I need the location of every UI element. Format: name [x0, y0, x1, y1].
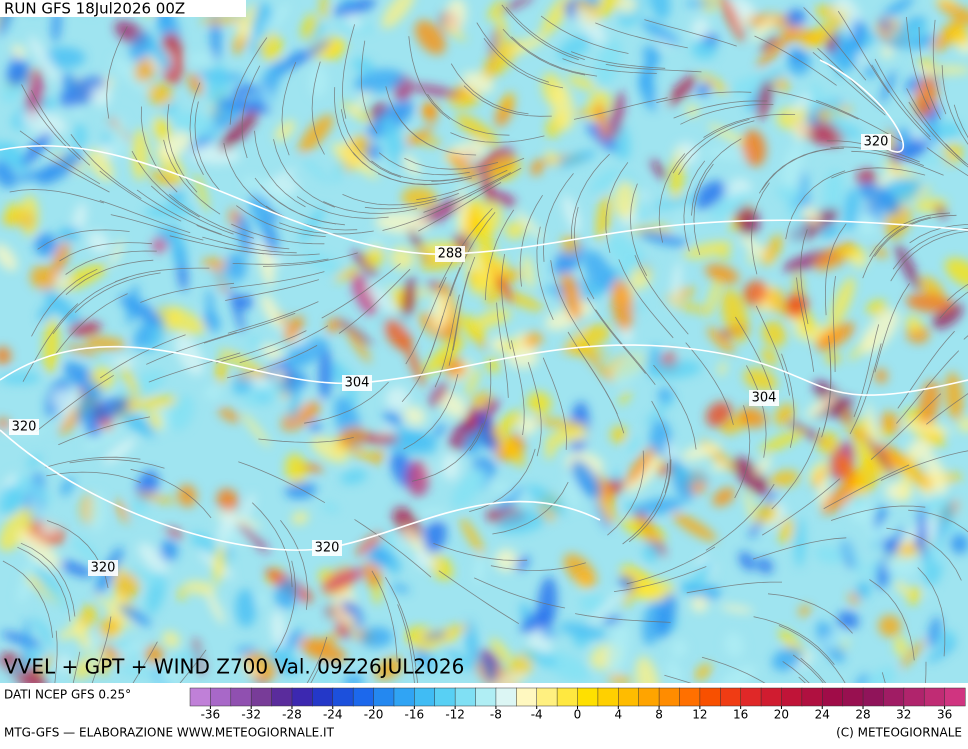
colorbar-tick-label: 4	[614, 708, 622, 722]
colorbar: -36 -32 -28 -24 -20 -16 -12 -8 -4 0 4 8 12 16 20 24 28 32…	[190, 688, 965, 722]
colorbar-swatch	[863, 688, 884, 706]
colorbar-swatch	[781, 688, 802, 706]
colorbar-swatch	[883, 688, 904, 706]
colorbar-tick-label: -36	[201, 708, 221, 722]
contour-label: 304	[345, 376, 370, 391]
colorbar-tick-label: 32	[896, 708, 911, 722]
colorbar-tick-label: 24	[815, 708, 830, 722]
colorbar-swatch	[659, 688, 680, 706]
colorbar-swatch	[251, 688, 272, 706]
colorbar-swatch	[578, 688, 599, 706]
colorbar-tick-label: 8	[655, 708, 663, 722]
contour-label: 320	[315, 541, 340, 556]
colorbar-tick-label: -28	[282, 708, 302, 722]
credit-left: MTG-GFS — ELABORAZIONE WWW.METEOGIORNALE…	[4, 726, 335, 740]
contour-label: 320	[864, 135, 889, 150]
colorbar-swatch	[272, 688, 293, 706]
colorbar-swatch	[639, 688, 660, 706]
credit-right: (C) METEOGIORNALE	[836, 726, 962, 740]
colorbar-tick-label: 16	[733, 708, 748, 722]
colorbar-swatch	[455, 688, 476, 706]
contour-label: 320	[91, 561, 116, 576]
run-label: RUN GFS 18Jul2026 00Z	[4, 0, 185, 18]
colorbar-swatch	[904, 688, 925, 706]
colorbar-swatch	[720, 688, 741, 706]
vvel-blob	[20, 196, 38, 237]
colorbar-tick-label: 28	[855, 708, 870, 722]
colorbar-swatch	[516, 688, 537, 706]
colorbar-tick-label: -4	[531, 708, 543, 722]
vvel-blob	[441, 452, 460, 480]
colorbar-swatch	[843, 688, 864, 706]
colorbar-swatch	[802, 688, 823, 706]
colorbar-swatch	[312, 688, 333, 706]
colorbar-swatch	[333, 688, 354, 706]
colorbar-swatch	[231, 688, 252, 706]
colorbar-swatch	[537, 688, 558, 706]
colorbar-swatch	[945, 688, 966, 706]
colorbar-swatch	[353, 688, 374, 706]
colorbar-swatch	[679, 688, 700, 706]
colorbar-tick-label: 0	[574, 708, 582, 722]
colorbar-swatch	[496, 688, 517, 706]
colorbar-swatch	[924, 688, 945, 706]
colorbar-swatch	[700, 688, 721, 706]
colorbar-tick-label: 36	[937, 708, 952, 722]
colorbar-tick-label: -8	[490, 708, 502, 722]
colorbar-swatch	[435, 688, 456, 706]
colorbar-tick-label: 12	[692, 708, 707, 722]
colorbar-swatch	[557, 688, 578, 706]
contour-label: 288	[438, 247, 463, 262]
colorbar-tick-label: -20	[364, 708, 384, 722]
colorbar-swatch	[741, 688, 762, 706]
colorbar-swatch	[292, 688, 313, 706]
colorbar-swatch	[190, 688, 211, 706]
source: DATI NCEP GFS 0.25°	[4, 688, 131, 702]
colorbar-swatch	[374, 688, 395, 706]
colorbar-tick-label: 20	[774, 708, 789, 722]
colorbar-swatch	[618, 688, 639, 706]
colorbar-swatch	[598, 688, 619, 706]
colorbar-swatch	[822, 688, 843, 706]
colorbar-swatch	[210, 688, 231, 706]
contour-label: 304	[752, 391, 777, 406]
colorbar-tick-label: -16	[405, 708, 425, 722]
colorbar-tick-label: -24	[323, 708, 343, 722]
contour-label: 320	[12, 420, 37, 435]
colorbar-tick-label: -12	[445, 708, 465, 722]
colorbar-swatch	[476, 688, 497, 706]
colorbar-tick-label: -32	[241, 708, 261, 722]
colorbar-swatch	[414, 688, 435, 706]
colorbar-swatch	[761, 688, 782, 706]
map-title: VVEL + GPT + WIND Z700 Val. 09Z26JUL2026	[4, 655, 464, 679]
colorbar-swatch	[394, 688, 415, 706]
